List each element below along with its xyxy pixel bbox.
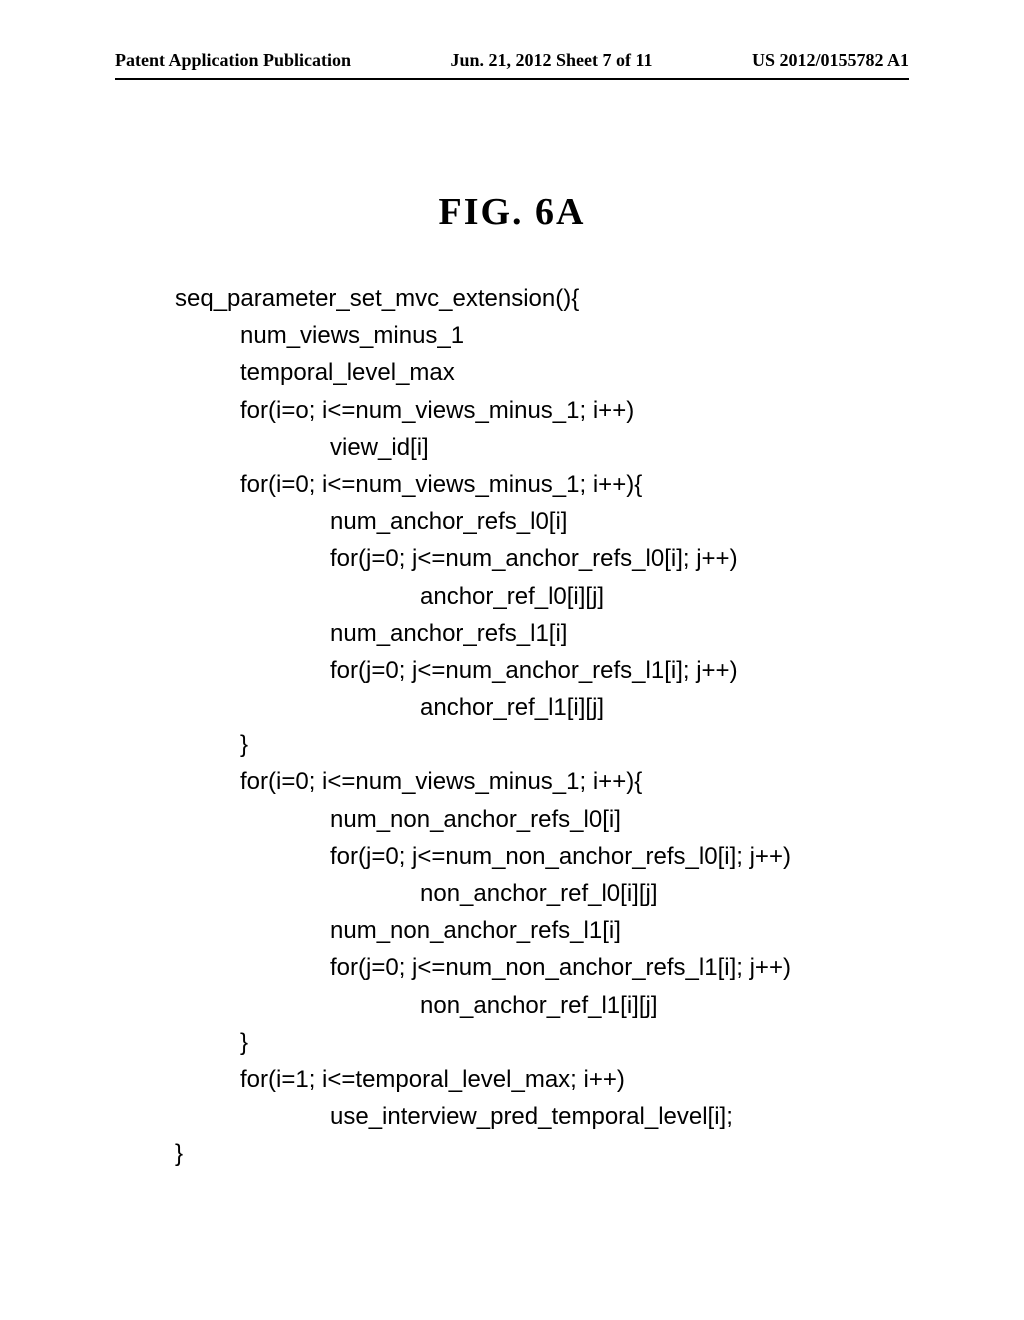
- code-line: for(j=0; j<=num_non_anchor_refs_l0[i]; j…: [175, 838, 791, 875]
- code-line: temporal_level_max: [175, 354, 791, 391]
- header-right: US 2012/0155782 A1: [752, 50, 909, 71]
- code-line: anchor_ref_l1[i][j]: [175, 689, 791, 726]
- code-line: num_views_minus_1: [175, 317, 791, 354]
- code-listing: seq_parameter_set_mvc_extension(){num_vi…: [175, 280, 791, 1173]
- code-line: view_id[i]: [175, 429, 791, 466]
- code-line: for(j=0; j<=num_non_anchor_refs_l1[i]; j…: [175, 949, 791, 986]
- code-line: num_non_anchor_refs_l1[i]: [175, 912, 791, 949]
- code-line: for(i=1; i<=temporal_level_max; i++): [175, 1061, 791, 1098]
- header-rule: [115, 78, 909, 80]
- code-line: for(j=0; j<=num_anchor_refs_l1[i]; j++): [175, 652, 791, 689]
- code-line: }: [175, 726, 791, 763]
- header-left: Patent Application Publication: [115, 50, 351, 71]
- code-line: for(i=0; i<=num_views_minus_1; i++){: [175, 466, 791, 503]
- code-line: use_interview_pred_temporal_level[i];: [175, 1098, 791, 1135]
- code-line: seq_parameter_set_mvc_extension(){: [175, 280, 791, 317]
- code-line: }: [175, 1024, 791, 1061]
- code-line: for(i=o; i<=num_views_minus_1; i++): [175, 392, 791, 429]
- header-center: Jun. 21, 2012 Sheet 7 of 11: [450, 50, 652, 71]
- code-line: num_non_anchor_refs_l0[i]: [175, 801, 791, 838]
- figure-title: FIG. 6A: [0, 190, 1024, 234]
- code-line: num_anchor_refs_l1[i]: [175, 615, 791, 652]
- code-line: non_anchor_ref_l1[i][j]: [175, 987, 791, 1024]
- code-line: for(i=0; i<=num_views_minus_1; i++){: [175, 763, 791, 800]
- code-line: non_anchor_ref_l0[i][j]: [175, 875, 791, 912]
- page-header: Patent Application Publication Jun. 21, …: [115, 50, 909, 71]
- code-line: }: [175, 1135, 791, 1172]
- code-line: num_anchor_refs_l0[i]: [175, 503, 791, 540]
- code-line: for(j=0; j<=num_anchor_refs_l0[i]; j++): [175, 540, 791, 577]
- code-line: anchor_ref_l0[i][j]: [175, 578, 791, 615]
